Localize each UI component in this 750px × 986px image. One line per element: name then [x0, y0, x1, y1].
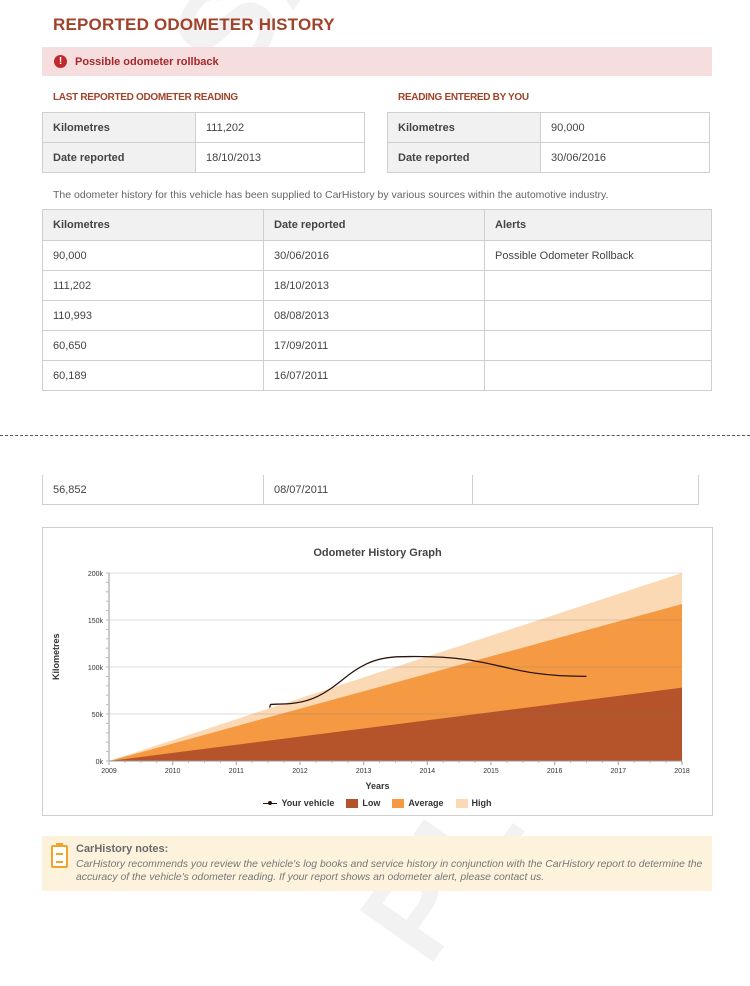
swatch-icon	[455, 798, 468, 808]
column-header: Alerts	[484, 209, 712, 241]
column-header: Date reported	[263, 209, 485, 241]
page-break-divider	[0, 435, 750, 436]
row-value: 18/10/2013	[195, 142, 365, 173]
x-axis-label: Years	[365, 781, 390, 791]
x-tick-label: 2017	[611, 768, 627, 775]
row-label: Date reported	[42, 142, 196, 173]
x-tick-label: 2010	[165, 768, 181, 775]
x-tick-label: 2014	[420, 768, 436, 775]
table-row: Kilometres 111,202	[42, 112, 365, 143]
chart-plot: 0k 50k 100k 150k 200k 2009 2010 2011 2012 2013 201…	[88, 571, 690, 775]
x-tick-label: 2015	[483, 768, 499, 775]
table-row: Date reported 18/10/2013	[42, 142, 365, 173]
x-tick-label: 2016	[547, 768, 563, 775]
x-tick-label: 2018	[674, 768, 690, 775]
table-row: 56,852 08/07/2011	[42, 475, 699, 505]
column-header: Kilometres	[42, 209, 264, 241]
table-cell	[472, 475, 699, 505]
table-row: 60,189 16/07/2011	[42, 360, 712, 391]
table-cell: 60,650	[42, 330, 264, 361]
table-cell: 30/06/2016	[263, 240, 485, 271]
chart-title: Odometer History Graph	[313, 547, 442, 559]
legend-label: High	[471, 798, 492, 808]
odometer-history-table: Kilometres Date reported Alerts 90,000 3…	[42, 209, 712, 391]
last-reported-heading: LAST REPORTED ODOMETER READING	[53, 92, 238, 103]
swatch-icon	[392, 798, 405, 808]
table-cell: 08/07/2011	[263, 475, 473, 505]
swatch-icon	[346, 798, 359, 808]
row-value: 111,202	[195, 112, 365, 143]
clipboard-icon	[51, 843, 68, 868]
line-marker-icon	[263, 799, 278, 808]
table-row: Kilometres 90,000	[387, 112, 710, 143]
exclamation-icon: !	[54, 55, 67, 68]
page-title: REPORTED ODOMETER HISTORY	[53, 15, 335, 34]
y-axis-label: Kilometres	[51, 633, 61, 680]
row-label: Date reported	[387, 142, 541, 173]
table-cell	[484, 300, 712, 331]
x-tick-label: 2009	[101, 768, 117, 775]
table-row: 111,202 18/10/2013	[42, 270, 712, 301]
table-cell: 110,993	[42, 300, 264, 331]
alert-text: Possible odometer rollback	[75, 55, 219, 68]
row-value: 90,000	[540, 112, 710, 143]
table-row: Date reported 30/06/2016	[387, 142, 710, 173]
legend-item-average[interactable]: Average	[392, 798, 444, 808]
table-cell: 18/10/2013	[263, 270, 485, 301]
table-cell: Possible Odometer Rollback	[484, 240, 712, 271]
y-tick-label: 100k	[88, 665, 104, 672]
y-tick-label: 0k	[96, 759, 104, 766]
legend-label: Your vehicle	[281, 798, 335, 808]
legend-label: Low	[362, 798, 381, 808]
notes-text: CarHistory recommends you review the veh…	[76, 859, 703, 883]
row-label: Kilometres	[42, 112, 196, 143]
table-row: 110,993 08/08/2013	[42, 300, 712, 331]
entered-reading-heading: READING ENTERED BY YOU	[398, 92, 529, 103]
last-reported-table: Kilometres 111,202 Date reported 18/10/2…	[42, 112, 365, 173]
line-your-vehicle	[269, 655, 587, 709]
table-cell: 60,189	[42, 360, 264, 391]
table-cell	[484, 270, 712, 301]
x-tick-label: 2012	[292, 768, 308, 775]
table-header-row: Kilometres Date reported Alerts	[42, 209, 712, 241]
y-tick-label: 150k	[88, 618, 104, 625]
legend-item-your-vehicle[interactable]: Your vehicle	[263, 798, 334, 808]
entered-reading-table: Kilometres 90,000 Date reported 30/06/20…	[387, 112, 710, 173]
chart-legend: Your vehicle Low Average High	[43, 798, 712, 808]
table-cell: 17/09/2011	[263, 330, 485, 361]
table-row: 60,650 17/09/2011	[42, 330, 712, 361]
notes-title: CarHistory notes:	[76, 843, 169, 855]
legend-item-high[interactable]: High	[455, 798, 492, 808]
table-cell: 56,852	[42, 475, 264, 505]
rollback-alert-banner: ! Possible odometer rollback	[42, 47, 712, 76]
legend-item-low[interactable]: Low	[346, 798, 380, 808]
row-label: Kilometres	[387, 112, 541, 143]
table-cell: 08/08/2013	[263, 300, 485, 331]
row-value: 30/06/2016	[540, 142, 710, 173]
legend-label: Average	[408, 798, 444, 808]
x-tick-label: 2013	[356, 768, 372, 775]
x-tick-label: 2011	[229, 768, 244, 775]
table-cell	[484, 330, 712, 361]
odometer-history-table-continued: 56,852 08/07/2011	[42, 475, 699, 505]
carhistory-notes: CarHistory notes: CarHistory recommends …	[42, 836, 712, 891]
table-cell: 90,000	[42, 240, 264, 271]
history-source-note: The odometer history for this vehicle ha…	[53, 189, 609, 201]
table-cell: 111,202	[42, 270, 264, 301]
table-row: 90,000 30/06/2016 Possible Odometer Roll…	[42, 240, 712, 271]
table-cell: 16/07/2011	[263, 360, 485, 391]
y-tick-label: 200k	[88, 571, 104, 578]
table-cell	[484, 360, 712, 391]
odometer-history-chart: Odometer History Graph 0k 50k 100k 150k 200k…	[42, 527, 713, 816]
y-tick-label: 50k	[92, 712, 104, 719]
